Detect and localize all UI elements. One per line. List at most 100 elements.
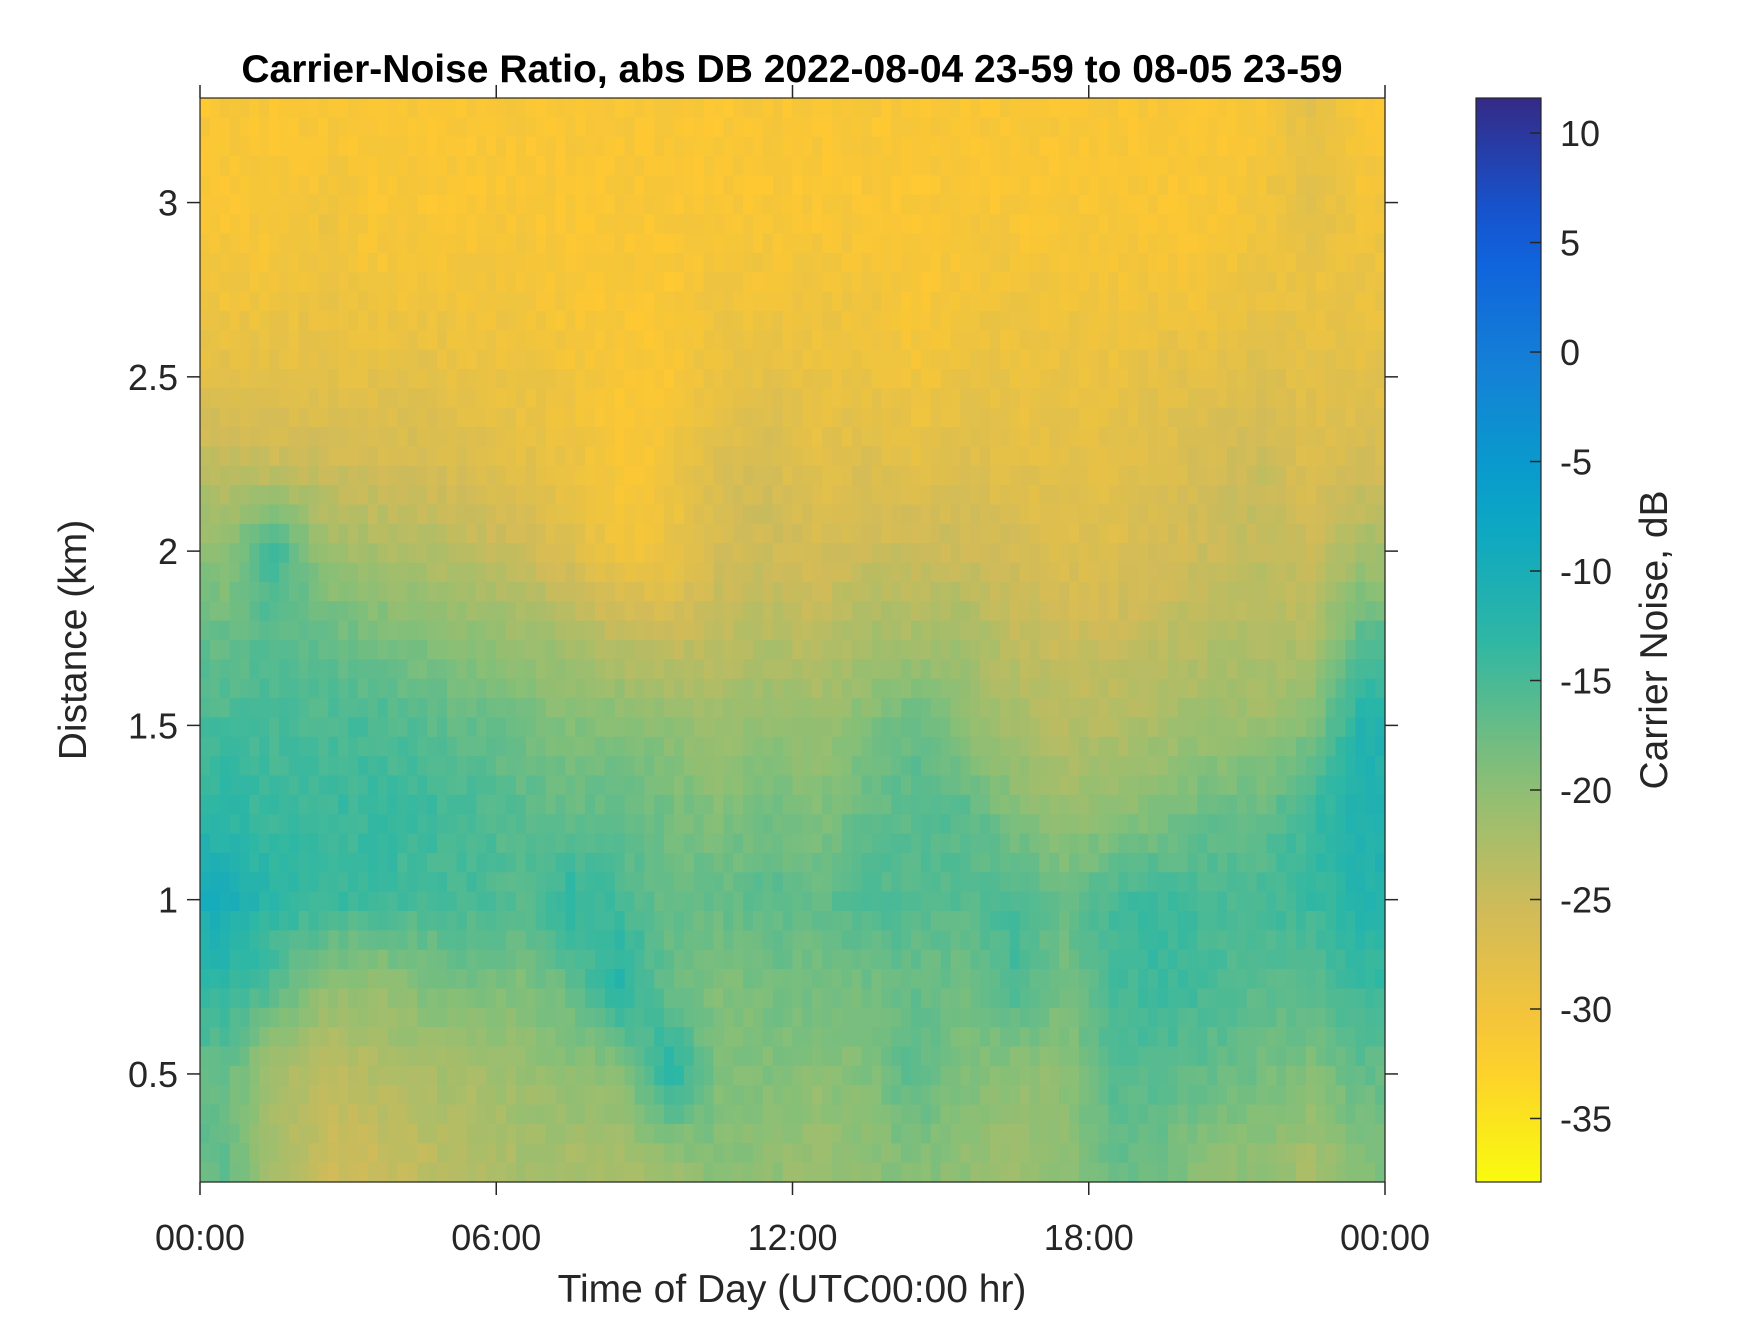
heatmap-cell bbox=[565, 330, 576, 351]
heatmap-cell bbox=[950, 1046, 961, 1067]
heatmap-cell bbox=[861, 678, 873, 699]
heatmap-cell bbox=[861, 156, 873, 177]
heatmap-cell bbox=[209, 272, 221, 293]
heatmap-cell bbox=[881, 775, 892, 796]
heatmap-cell bbox=[298, 175, 310, 196]
heatmap-cell bbox=[427, 949, 438, 970]
heatmap-cell bbox=[437, 911, 448, 931]
heatmap-cell bbox=[437, 698, 448, 719]
heatmap-cell bbox=[318, 388, 329, 409]
heatmap-cell bbox=[466, 736, 478, 757]
heatmap-cell bbox=[1029, 349, 1040, 370]
heatmap-cell bbox=[940, 1162, 952, 1183]
heatmap-cell bbox=[674, 814, 685, 835]
heatmap-cell bbox=[328, 214, 339, 235]
heatmap-cell bbox=[279, 659, 290, 680]
heatmap-cell bbox=[308, 1027, 320, 1048]
heatmap-cell bbox=[822, 1162, 833, 1183]
heatmap-cell bbox=[822, 581, 833, 602]
heatmap-cell bbox=[634, 523, 645, 544]
heatmap-cell bbox=[881, 891, 892, 912]
heatmap-cell bbox=[545, 504, 557, 525]
heatmap-cell bbox=[772, 969, 784, 990]
heatmap-cell bbox=[595, 98, 606, 118]
heatmap-cell bbox=[397, 698, 408, 719]
heatmap-cell bbox=[861, 1143, 873, 1164]
heatmap-cell bbox=[999, 775, 1011, 796]
heatmap-cell bbox=[1019, 388, 1031, 409]
heatmap-cell bbox=[496, 640, 507, 660]
heatmap-cell bbox=[259, 252, 270, 273]
heatmap-cell bbox=[456, 1104, 468, 1125]
heatmap-cell bbox=[1049, 891, 1060, 912]
heatmap-cell bbox=[614, 1162, 626, 1183]
heatmap-cell bbox=[644, 988, 655, 1009]
heatmap-cell bbox=[585, 1065, 596, 1086]
heatmap-cell bbox=[851, 1104, 863, 1125]
heatmap-cell bbox=[871, 465, 882, 486]
heatmap-cell bbox=[318, 252, 329, 273]
heatmap-cell bbox=[407, 291, 418, 312]
heatmap-cell bbox=[802, 349, 813, 370]
heatmap-cell bbox=[772, 388, 784, 409]
heatmap-cell bbox=[387, 117, 399, 138]
heatmap-cell bbox=[703, 427, 715, 448]
heatmap-cell bbox=[733, 98, 744, 118]
heatmap-cell bbox=[1029, 678, 1040, 699]
heatmap-cell bbox=[259, 504, 270, 525]
heatmap-cell bbox=[1069, 252, 1080, 273]
heatmap-cell bbox=[990, 601, 1001, 622]
heatmap-cell bbox=[841, 930, 853, 951]
heatmap-cell bbox=[476, 310, 487, 331]
heatmap-cell bbox=[683, 891, 695, 912]
heatmap-cell bbox=[565, 601, 576, 622]
heatmap-cell bbox=[367, 852, 379, 873]
heatmap-cell bbox=[841, 717, 853, 738]
heatmap-cell bbox=[999, 175, 1011, 196]
heatmap-cell bbox=[674, 175, 685, 196]
heatmap-cell bbox=[664, 136, 675, 157]
heatmap-cell bbox=[762, 736, 774, 757]
heatmap-cell bbox=[1009, 446, 1021, 467]
heatmap-cell bbox=[338, 698, 349, 719]
heatmap-cell bbox=[456, 427, 468, 448]
heatmap-cell bbox=[990, 736, 1001, 757]
heatmap-cell bbox=[427, 427, 438, 448]
heatmap-cell bbox=[634, 1162, 645, 1183]
heatmap-cell bbox=[743, 1007, 754, 1028]
heatmap-cell bbox=[555, 117, 566, 138]
heatmap-cell bbox=[832, 233, 843, 254]
heatmap-cell bbox=[762, 543, 774, 564]
heatmap-cell bbox=[674, 872, 685, 893]
heatmap-cell bbox=[427, 911, 438, 931]
heatmap-cell bbox=[861, 562, 873, 583]
heatmap-cell bbox=[881, 485, 892, 506]
heatmap-cell bbox=[723, 136, 734, 157]
heatmap-cell bbox=[595, 523, 606, 544]
heatmap-cell bbox=[1039, 852, 1050, 873]
heatmap-cell bbox=[1009, 194, 1021, 215]
heatmap-cell bbox=[1009, 252, 1021, 273]
heatmap-cell bbox=[1039, 988, 1050, 1009]
heatmap-cell bbox=[664, 1123, 675, 1144]
heatmap-cell bbox=[674, 156, 685, 177]
heatmap-cell bbox=[634, 581, 645, 602]
heatmap-cell bbox=[486, 291, 497, 312]
heatmap-cell bbox=[506, 1027, 517, 1048]
heatmap-cell bbox=[387, 814, 399, 835]
heatmap-cell bbox=[792, 581, 803, 602]
heatmap-cell bbox=[506, 388, 517, 409]
heatmap-cell bbox=[999, 930, 1011, 951]
heatmap-cell bbox=[437, 136, 448, 157]
heatmap-cell bbox=[940, 562, 952, 583]
heatmap-cell bbox=[249, 272, 260, 293]
heatmap-cell bbox=[851, 717, 863, 738]
heatmap-cell bbox=[486, 330, 497, 351]
heatmap-cell bbox=[1059, 427, 1070, 448]
heatmap-cell bbox=[1059, 698, 1070, 719]
heatmap-cell bbox=[555, 698, 566, 719]
heatmap-cell bbox=[654, 233, 665, 254]
heatmap-cell bbox=[782, 736, 794, 757]
heatmap-cell bbox=[387, 852, 399, 873]
heatmap-cell bbox=[358, 872, 369, 893]
